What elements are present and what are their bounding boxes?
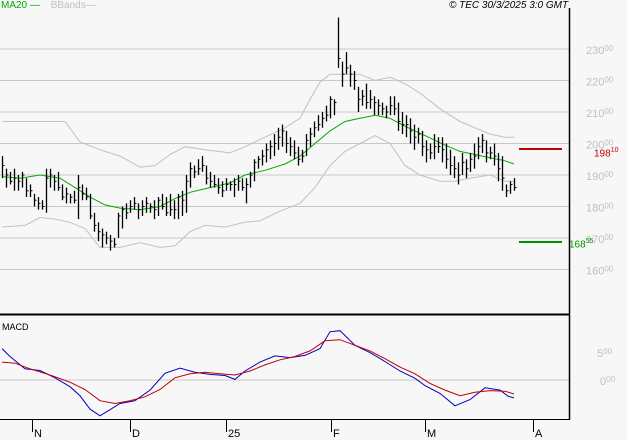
- legend: MA20 — BBands—: [1, 0, 96, 11]
- price-grid: [0, 48, 569, 381]
- x-tick-label: A: [535, 428, 543, 440]
- support-label: 16855: [569, 236, 593, 251]
- macd-layer: [1, 330, 515, 417]
- x-tick-label: M: [427, 428, 436, 440]
- signal-line: [1, 339, 515, 405]
- ma20-line: [1, 114, 515, 211]
- x-tick-label: F: [333, 428, 340, 440]
- y-tick-label: 18000: [586, 202, 614, 215]
- bband-upper-line: [2, 73, 514, 168]
- copyright-text: © TEC 30/3/2025 3:0 GMT: [449, 0, 569, 11]
- y-tick-label: 23000: [586, 44, 614, 57]
- ma20-layer: [1, 114, 515, 211]
- y-tick-label: 19000: [586, 170, 614, 183]
- macd-y-tick-label: 000: [600, 375, 616, 388]
- y-tick-label: 21000: [586, 107, 614, 120]
- resistance-value: 198: [594, 148, 611, 160]
- legend-ma20-swatch: —: [27, 0, 40, 11]
- legend-bbands: BBands: [50, 0, 86, 11]
- resistance-label: 19810: [594, 145, 618, 160]
- y-tick-label: 22000: [586, 76, 614, 89]
- price-bars: [1, 17, 517, 251]
- support-value: 168: [569, 239, 586, 251]
- x-axis: N D 25 F M A: [32, 420, 543, 440]
- macd-title: MACD: [2, 322, 29, 332]
- legend-bbands-swatch: —: [85, 0, 96, 11]
- x-tick-label: D: [132, 428, 140, 440]
- legend-ma20: MA20: [1, 0, 28, 11]
- bbands-layer: [1, 73, 514, 248]
- x-tick-label: 25: [228, 428, 240, 440]
- x-tick-label: N: [34, 428, 42, 440]
- resistance-decimal: 10: [610, 147, 619, 154]
- macd-line: [1, 330, 515, 417]
- y-axis-labels: 2300022000210002000019000180001700016000…: [586, 44, 616, 388]
- bband-lower-line: [1, 135, 514, 248]
- y-tick-label: 16000: [586, 265, 614, 278]
- support-resistance-layer: [519, 148, 562, 243]
- support-decimal: 55: [585, 238, 594, 245]
- macd-y-tick-label: 500: [597, 347, 613, 360]
